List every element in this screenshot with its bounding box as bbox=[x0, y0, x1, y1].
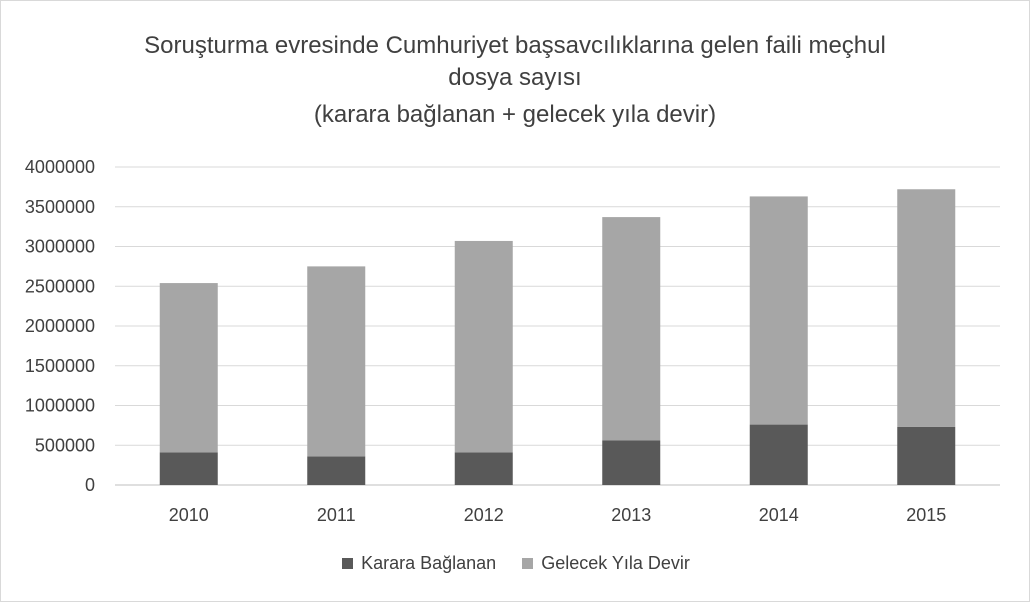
legend-swatch-karara bbox=[342, 558, 354, 569]
bar-gelecek-yila-devir-2011 bbox=[307, 266, 366, 457]
chart-title-line-3: (karara bağlanan + gelecek yıla devir) bbox=[313, 101, 717, 128]
x-tick-label: 2011 bbox=[317, 505, 356, 525]
legend-label-karara: Karara Bağlanan bbox=[361, 553, 497, 573]
legend-label-gelecek: Gelecek Yıla Devir bbox=[541, 553, 690, 573]
x-tick-label: 2010 bbox=[169, 505, 209, 525]
bar-gelecek-yila-devir-2012 bbox=[454, 240, 513, 453]
x-tick-label: 2013 bbox=[611, 505, 651, 525]
bar-gelecek-yila-devir-2014 bbox=[749, 196, 808, 425]
bar-karara-baglanan-2015 bbox=[897, 426, 956, 485]
chart-title-line-1: Soruşturma evresinde Cumhuriyet başsavcı… bbox=[144, 32, 886, 59]
bar-karara-baglanan-2014 bbox=[749, 424, 808, 485]
y-tick-label: 3000000 bbox=[25, 237, 95, 257]
y-tick-label: 1500000 bbox=[25, 356, 95, 376]
bar-karara-baglanan-2010 bbox=[159, 452, 218, 485]
bar-gelecek-yila-devir-2013 bbox=[602, 217, 661, 441]
bar-gelecek-yila-devir-2015 bbox=[897, 189, 956, 427]
x-tick-label: 2014 bbox=[759, 505, 799, 525]
y-tick-label: 0 bbox=[85, 475, 95, 495]
y-tick-label: 2000000 bbox=[25, 316, 95, 336]
chart-title-line-2: dosya sayısı bbox=[448, 64, 582, 91]
y-tick-label: 4000000 bbox=[25, 157, 95, 177]
bar-gelecek-yila-devir-2010 bbox=[159, 283, 218, 453]
y-tick-label: 500000 bbox=[35, 435, 95, 455]
y-tick-label: 1000000 bbox=[25, 396, 95, 416]
legend-swatch-gelecek bbox=[522, 558, 534, 569]
bar-karara-baglanan-2012 bbox=[454, 452, 513, 485]
y-tick-label: 2500000 bbox=[25, 276, 95, 296]
x-tick-label: 2015 bbox=[906, 505, 946, 525]
y-tick-label: 3500000 bbox=[25, 197, 95, 217]
bar-karara-baglanan-2011 bbox=[307, 456, 366, 485]
legend-item-gelecek: Gelecek Yıla Devir bbox=[522, 553, 690, 574]
legend: Karara Bağlanan Gelecek Yıla Devir bbox=[0, 553, 1032, 574]
bar-karara-baglanan-2013 bbox=[602, 440, 661, 485]
legend-item-karara: Karara Bağlanan bbox=[342, 553, 496, 574]
x-tick-label: 2012 bbox=[464, 505, 504, 525]
